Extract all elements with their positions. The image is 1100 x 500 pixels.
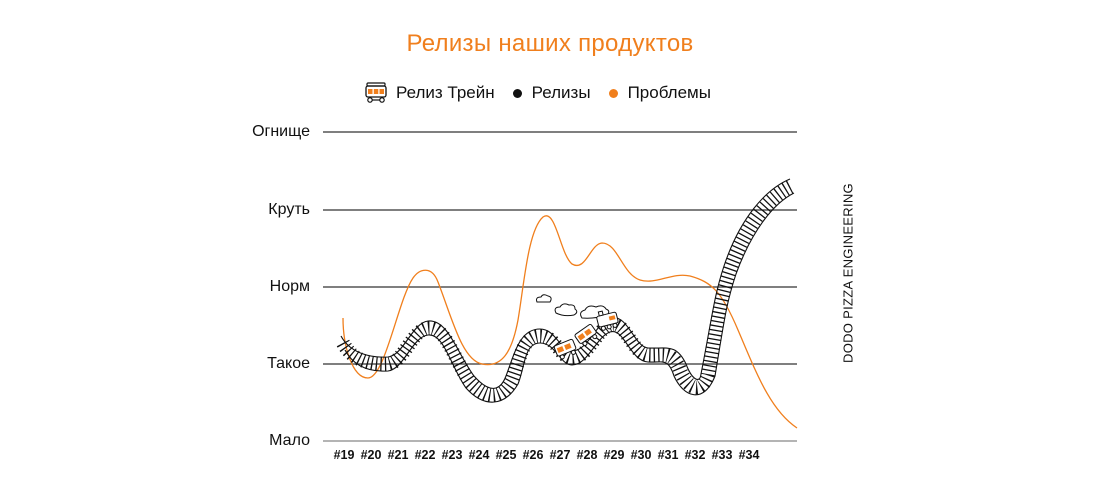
x-tick-label: #22	[414, 448, 436, 462]
watermark: DODO PIZZA ENGINEERING	[840, 183, 856, 363]
legend-label: Релизы	[531, 83, 591, 102]
x-tick-label: #20	[360, 448, 382, 462]
legend-item-release-train: Релиз Трейн	[364, 82, 495, 104]
y-tick-label: Такое	[267, 355, 310, 372]
legend-label: Релиз Трейн	[396, 83, 495, 102]
legend-item-releases: Релизы	[512, 83, 591, 103]
x-tick-label: #31	[657, 448, 679, 462]
train-icon	[553, 310, 619, 360]
x-tick-label: #25	[495, 448, 517, 462]
x-tick-label: #19	[333, 448, 355, 462]
legend-item-problems: Проблемы	[608, 83, 711, 103]
x-tick-label: #30	[630, 448, 652, 462]
x-tick-label: #23	[441, 448, 463, 462]
dot-icon	[512, 88, 522, 98]
x-tick-label: #32	[684, 448, 706, 462]
x-tick-label: #24	[468, 448, 490, 462]
chart-title: Релизы наших продуктов	[406, 30, 694, 57]
y-tick-label: Огнище	[252, 123, 310, 140]
train-icon	[365, 82, 387, 103]
x-tick-label: #27	[549, 448, 571, 462]
legend-label: Проблемы	[627, 83, 711, 102]
chart-legend: Релиз Трейн Релизы Проблемы	[364, 82, 729, 104]
x-tick-label: #34	[738, 448, 760, 462]
x-tick-label: #29	[603, 448, 625, 462]
releases-track	[336, 178, 796, 403]
y-tick-label: Норм	[269, 278, 310, 295]
x-tick-label: #26	[522, 448, 544, 462]
problems-line	[342, 215, 798, 429]
steam-clouds	[536, 294, 610, 319]
dot-icon	[608, 88, 618, 98]
x-tick-label: #33	[711, 448, 733, 462]
y-tick-label: Круть	[268, 201, 310, 218]
x-tick-label: #28	[576, 448, 598, 462]
release-train-illustration	[536, 294, 619, 360]
y-tick-label: Мало	[269, 432, 310, 449]
x-tick-label: #21	[387, 448, 409, 462]
